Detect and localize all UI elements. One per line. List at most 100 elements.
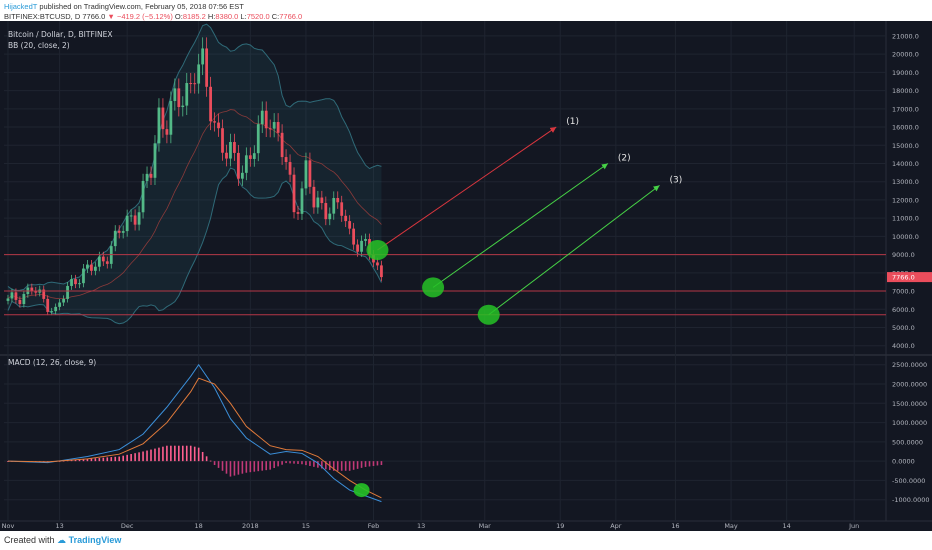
x-tick-label: 16 — [671, 522, 679, 530]
projection-arrow — [377, 126, 557, 251]
macd-y-tick-label: 2500.0000 — [892, 361, 927, 369]
y-tick-label: 10000.0 — [892, 233, 919, 241]
macd-histogram-bar — [142, 451, 144, 462]
low-label: L: — [240, 12, 247, 21]
macd-histogram-bar — [253, 461, 256, 472]
candle-body — [201, 48, 205, 65]
macd-histogram-bar — [356, 461, 359, 469]
highlight-circle — [366, 240, 389, 261]
candle-body — [332, 198, 336, 214]
open-label: O: — [174, 12, 183, 21]
macd-histogram-bar — [106, 457, 109, 462]
y-tick-label: 19000.0 — [892, 69, 919, 77]
macd-histogram-bar — [122, 455, 124, 462]
candle-body — [42, 289, 46, 299]
macd-histogram-bar — [102, 457, 105, 462]
macd-histogram-bar — [297, 461, 299, 464]
macd-histogram-bar — [110, 457, 113, 462]
macd-histogram-bar — [82, 459, 85, 462]
candle-body — [205, 48, 209, 87]
candle-body — [113, 230, 117, 247]
candle-body — [225, 152, 228, 159]
candle-body — [244, 155, 248, 173]
macd-histogram-bar — [86, 458, 89, 462]
candle-body — [276, 122, 280, 133]
macd-y-tick-label: 1500.0000 — [892, 400, 927, 408]
macd-histogram-bar — [277, 461, 279, 467]
chart-area[interactable]: (1)(2)(3) 4000.05000.06000.07000.08000.0… — [0, 21, 932, 531]
bb-basis — [7, 109, 382, 300]
candle-body — [324, 203, 328, 220]
x-tick-label: Mar — [479, 522, 492, 530]
tradingview-cloud-icon: ☁ — [57, 535, 67, 545]
macd-histogram-bar — [189, 445, 192, 462]
candle-body — [360, 240, 363, 252]
macd-histogram-bar — [197, 447, 200, 462]
macd-histogram-bar — [233, 461, 236, 476]
candle-body — [248, 155, 252, 159]
macd-histogram-bar — [78, 459, 81, 462]
macd-histogram-bar — [166, 445, 168, 462]
candle-body — [129, 215, 133, 217]
footer: Created with ☁ TradingView — [4, 535, 121, 546]
macd-histogram-bar — [241, 461, 244, 474]
highlight-circle — [422, 277, 445, 298]
arrow-label: (1) — [566, 117, 579, 127]
candle-body — [185, 83, 189, 106]
macd-histogram-bar — [181, 445, 184, 462]
candle-body — [237, 152, 240, 179]
tradingview-brand[interactable]: TradingView — [68, 535, 122, 545]
macd-histogram-bar — [273, 461, 275, 468]
published-text: published on TradingView.com, February 0… — [39, 2, 244, 11]
candle-body — [58, 302, 62, 307]
chart-background — [0, 21, 932, 531]
macd-line — [7, 377, 382, 499]
candle-body — [328, 213, 332, 220]
candle-body — [288, 162, 292, 175]
x-tick-label: 2018 — [242, 522, 259, 530]
candle-body — [221, 128, 224, 153]
axes: 4000.05000.06000.07000.08000.09000.01000… — [2, 32, 932, 530]
macd-histogram-bar — [317, 461, 319, 468]
macd-histogram-bar — [185, 445, 188, 462]
macd-histogram-bar — [325, 461, 327, 470]
symbol-line: BITFINEX:BTCUSD, D 7766.0 ▼ −419.2 (−5.1… — [4, 12, 302, 21]
candle-body — [161, 107, 165, 130]
last-price-tag — [887, 272, 932, 283]
candle-body — [105, 261, 109, 264]
author-link[interactable]: HijackedT — [4, 2, 38, 11]
macd-histogram-bar — [98, 457, 101, 462]
open-value: 8185.2 — [182, 12, 206, 21]
macd-histogram-bar — [368, 461, 371, 467]
x-tick-label: 13 — [55, 522, 63, 530]
macd-histogram-bar — [293, 461, 295, 464]
candle-body — [340, 202, 344, 216]
bb-lower — [7, 167, 382, 325]
y-tick-label: 5000.0 — [892, 324, 915, 332]
x-tick-label: Apr — [610, 522, 622, 530]
candle-body — [165, 129, 169, 135]
high-label: H: — [207, 12, 216, 21]
y-tick-label: 15000.0 — [892, 142, 919, 150]
candle-body — [46, 298, 50, 312]
candle-body — [364, 239, 367, 241]
candle-body — [280, 132, 284, 158]
x-tick-label: 19 — [556, 522, 564, 530]
candle-body — [173, 88, 177, 101]
candle-body — [6, 298, 10, 301]
low-value: 7520.0 — [246, 12, 270, 21]
macd-histogram-bar — [209, 460, 212, 462]
y-tick-label: 4000.0 — [892, 342, 915, 350]
macd-y-tick-label: 0.0000 — [892, 458, 915, 466]
candle-body — [336, 198, 340, 203]
candle-body — [348, 221, 352, 229]
macd-y-tick-label: 1000.0000 — [892, 419, 927, 427]
macd-histogram-bar — [257, 461, 260, 472]
macd-histogram-bar — [380, 461, 383, 465]
x-tick-label: Nov — [2, 522, 15, 530]
y-tick-label: 6000.0 — [892, 306, 915, 314]
macd-histogram-bar — [285, 461, 287, 464]
candle-body — [272, 122, 276, 129]
candle-body — [82, 268, 85, 284]
candle-body — [153, 143, 157, 178]
